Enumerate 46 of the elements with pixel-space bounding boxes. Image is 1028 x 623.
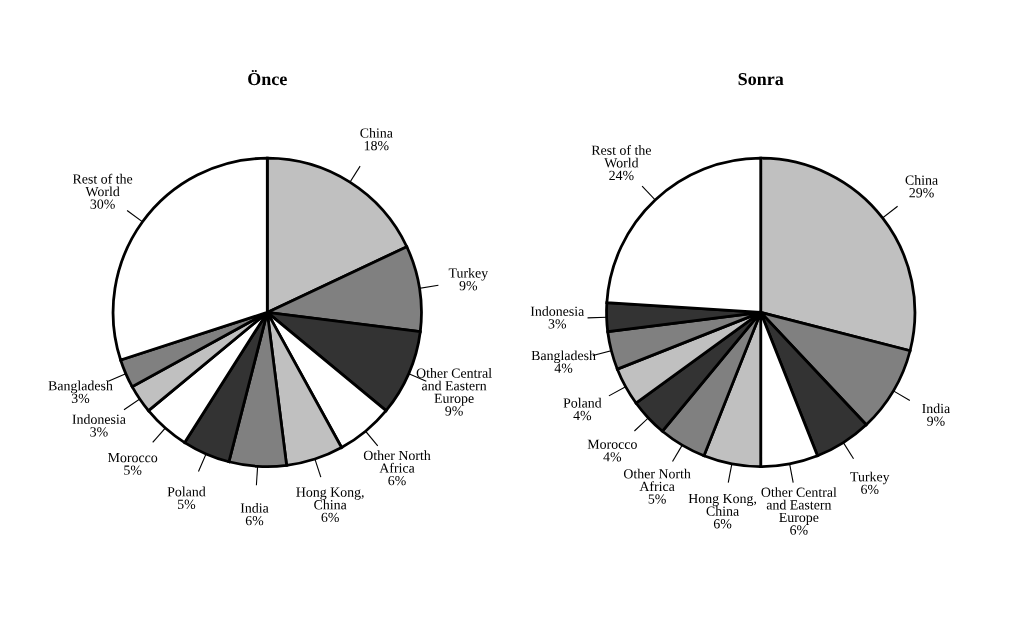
data-label: 4%: [573, 410, 592, 421]
slice-label: Indonesia: [72, 414, 126, 424]
data-label: 3%: [90, 427, 108, 437]
slice-label: Morocco: [108, 453, 158, 463]
data-label: 4%: [554, 363, 573, 373]
data-label: 3%: [71, 393, 90, 404]
slice-label: India: [922, 403, 950, 414]
data-label: 6%: [861, 484, 879, 495]
data-label: 3%: [548, 319, 567, 329]
slice-label: Bangladesh: [48, 380, 113, 394]
slice-label: Other Central and Eastern Europe: [416, 368, 492, 406]
data-label: 6%: [790, 525, 808, 535]
slice-label: Other North Africa: [363, 450, 431, 473]
data-label: 5%: [177, 499, 196, 510]
slice-label: Turkey: [850, 471, 890, 485]
slice-label: Bangladesh: [531, 350, 596, 364]
slice-label: India: [240, 502, 269, 513]
data-label: 9%: [445, 406, 463, 416]
data-label: 6%: [713, 519, 732, 529]
slice-label: Poland: [167, 486, 206, 497]
data-label: 18%: [364, 140, 389, 151]
slice-label: Turkey: [448, 267, 489, 281]
data-label: 9%: [459, 280, 478, 291]
slice-label: Other North Africa: [623, 468, 691, 492]
data-label: 6%: [388, 475, 406, 486]
slice-label: China: [360, 127, 393, 138]
slice-label: China: [905, 175, 938, 185]
data-label: 5%: [648, 494, 666, 504]
data-label: 29%: [909, 188, 934, 198]
chart-title: Önce: [248, 69, 287, 86]
slice-label: Other Central and Eastern Europe: [761, 487, 837, 525]
slice-label: Rest of the World: [72, 173, 133, 197]
slice-label: Rest of the World: [591, 144, 651, 168]
slice-label: Morocco: [587, 439, 637, 449]
data-label: 4%: [603, 452, 622, 462]
data-label: 5%: [124, 465, 142, 475]
slice-label: Hong Kong, China: [296, 487, 364, 510]
slice-label: Hong Kong, China: [688, 493, 757, 516]
data-label: 9%: [927, 416, 945, 426]
data-label: 30%: [90, 199, 115, 209]
data-label: 6%: [321, 512, 339, 523]
data-label: 6%: [245, 515, 264, 526]
chart-title: Sonra: [738, 73, 784, 86]
slice-label: Indonesia: [530, 306, 585, 316]
slice-label: Poland: [563, 397, 602, 408]
data-label: 24%: [609, 170, 634, 181]
